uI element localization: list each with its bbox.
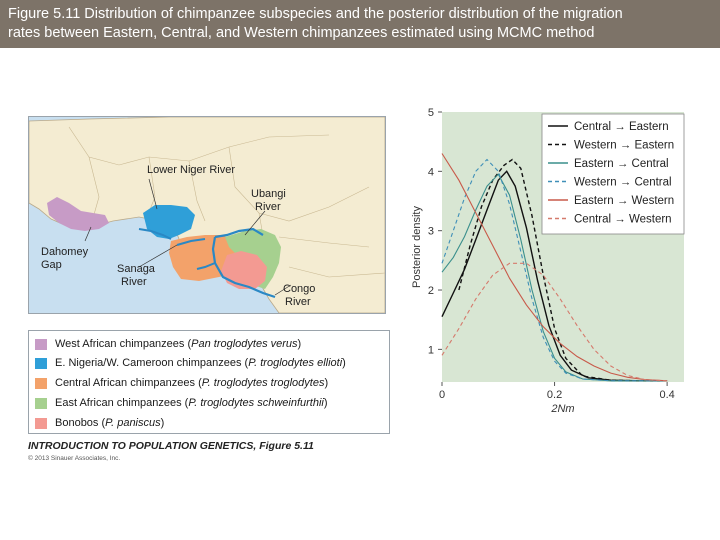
subspecies-legend: West African chimpanzees (Pan troglodyte… xyxy=(28,330,390,434)
legend-label: Central African chimpanzees (P. troglody… xyxy=(55,377,329,389)
chart-legend-label: Central → Eastern xyxy=(574,121,669,133)
y-tick-label: 4 xyxy=(428,166,434,178)
figure-caption-bar: Figure 5.11 Distribution of chimpanzee s… xyxy=(0,0,720,48)
legend-label: East African chimpanzees (P. troglodytes… xyxy=(55,397,328,409)
label-sanaga-line2: River xyxy=(121,276,147,288)
book-credit-title: INTRODUCTION TO POPULATION GENETICS, Fig… xyxy=(28,440,314,452)
y-axis-label: Posterior density xyxy=(411,206,423,288)
y-tick-label: 1 xyxy=(428,344,434,356)
chart-legend-label: Central → Western xyxy=(574,214,672,226)
chart-legend-label: Western → Eastern xyxy=(574,140,674,152)
label-lower-niger-river: Lower Niger River xyxy=(147,164,235,176)
river-niger xyxy=(138,228,172,240)
series-line-3 xyxy=(441,173,668,382)
label-dahomey-line1: Dahomey xyxy=(41,246,89,258)
legend-label: E. Nigeria/W. Cameroon chimpanzees (P. t… xyxy=(55,357,346,369)
chart-legend-label: Western → Central xyxy=(574,177,672,189)
chart-legend-box xyxy=(541,113,685,235)
label-sanaga-line1: Sanaga xyxy=(117,263,156,275)
migration-rate-chart: 1 2 3 4 5 0 0.2 0.4 Posterior density 2Nm Central … xyxy=(400,107,700,420)
legend-item-nigeria-cameroon: E. Nigeria/W. Cameroon chimpanzees (P. t… xyxy=(35,355,346,371)
caption-line-1: Figure 5.11 Distribution of chimpanzee s… xyxy=(8,6,623,22)
y-tick-label: 3 xyxy=(428,226,434,238)
series-line-4 xyxy=(441,158,668,382)
legend-item-bonobos: Bonobos (P. paniscus) xyxy=(35,415,164,431)
label-dahomey-line2: Gap xyxy=(41,259,62,271)
series-line-2 xyxy=(458,158,668,382)
copyright-notice: © 2013 Sinauer Associates, Inc. xyxy=(28,455,121,462)
country-borders xyxy=(68,126,385,278)
river-sanaga xyxy=(176,238,206,246)
label-ubangi-line1: Ubangi xyxy=(251,188,286,200)
label-congo-line1: Congo xyxy=(283,283,315,295)
y-tick-label: 2 xyxy=(428,285,434,297)
legend-label: West African chimpanzees (Pan troglodyte… xyxy=(55,338,302,350)
label-congo-line2: River xyxy=(285,296,311,308)
region-nigeria-cameroon xyxy=(143,205,195,239)
chart-legend-label: Eastern → Central xyxy=(574,158,669,170)
legend-swatch xyxy=(35,357,47,369)
series-line-5 xyxy=(441,153,668,382)
x-axis-label: 2Nm xyxy=(550,403,574,415)
africa-map: Lower Niger River Ubangi River Dahomey G… xyxy=(28,116,386,314)
chart-svg: 1 2 3 4 5 0 0.2 0.4 Posterior density 2Nm Central … xyxy=(411,107,685,415)
x-tick-label: 0.4 xyxy=(659,389,674,401)
region-bonobos xyxy=(221,251,267,289)
legend-item-west-african: West African chimpanzees (Pan troglodyte… xyxy=(35,336,301,352)
legend-swatch xyxy=(35,377,47,389)
legend-swatch xyxy=(35,397,47,409)
y-tick-label: 5 xyxy=(428,108,434,119)
x-tick-label: 0.2 xyxy=(547,389,562,401)
map-annotation-lines xyxy=(84,178,292,296)
river-ubangi-congo xyxy=(211,227,276,299)
legend-item-east-african: East African chimpanzees (P. troglodytes… xyxy=(35,395,328,411)
chart-legend-label: Eastern → Western xyxy=(574,195,674,207)
legend-label: Bonobos (P. paniscus) xyxy=(55,417,165,429)
region-central-african xyxy=(169,235,239,281)
x-tick-label: 0 xyxy=(439,389,445,401)
legend-swatch xyxy=(35,338,47,350)
legend-swatch xyxy=(35,417,47,429)
label-ubangi-line2: River xyxy=(255,201,281,213)
legend-item-central-african: Central African chimpanzees (P. troglody… xyxy=(35,375,328,391)
caption-line-2: rates between Eastern, Central, and West… xyxy=(8,25,595,41)
river-congo-mouth xyxy=(196,262,216,270)
series-line-6 xyxy=(441,262,668,382)
series-line-1 xyxy=(441,170,668,382)
region-west-african xyxy=(47,197,109,231)
